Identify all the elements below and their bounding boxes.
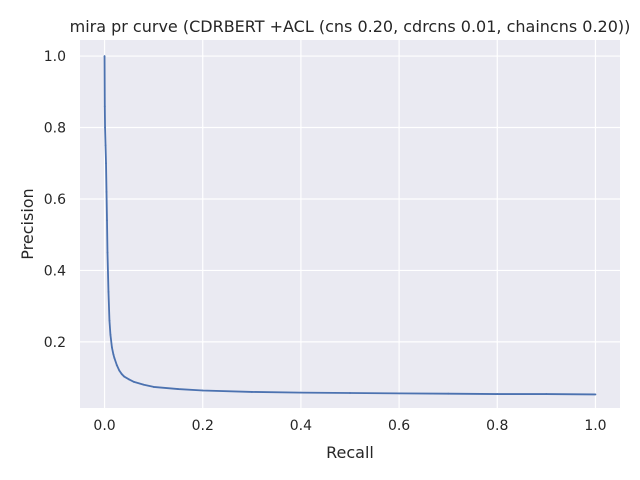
grid-lines: [80, 40, 620, 408]
pr-curve-point: [118, 369, 121, 372]
pr-curve-point: [113, 357, 116, 359]
pr-curve-point: [152, 386, 155, 388]
y-tick-label: 0.6: [44, 192, 66, 208]
pr-curve-point: [109, 333, 112, 336]
x-tick-label: 0.6: [388, 418, 410, 434]
pr-curve-point: [142, 383, 145, 386]
pr-curve-point: [104, 144, 107, 147]
pr-curve-point: [108, 319, 111, 322]
x-tick-label: 0.2: [192, 418, 214, 434]
pr-curve-point: [300, 391, 302, 394]
x-axis-label: Recall: [326, 443, 374, 462]
y-tick-label: 0.2: [44, 335, 66, 351]
pr-curve-point: [447, 392, 450, 395]
pr-curve-point: [105, 162, 107, 165]
y-axis-label: Precision: [18, 188, 37, 259]
plot-area: [80, 40, 620, 408]
pr-curve-point: [250, 391, 253, 393]
pr-curve-point: [398, 392, 400, 395]
pr-curve-point: [103, 105, 106, 107]
tick-labels: 0.0 0.2 0.4 0.6 0.8 1.0 0.2 0.4 0.6 0.8 1.0: [44, 49, 607, 434]
pr-curve-point: [594, 393, 597, 396]
pr-curve-point: [545, 393, 548, 395]
pr-curve-point: [133, 381, 135, 383]
series-layer: [103, 55, 597, 396]
y-tick-label: 0.4: [44, 263, 66, 279]
pr-curve-point: [107, 290, 110, 293]
x-tick-label: 0.0: [93, 418, 115, 434]
pr-curve-point: [104, 126, 106, 129]
x-tick-label: 0.8: [486, 418, 508, 434]
pr-curve-line: [103, 56, 596, 396]
pr-curve-point: [112, 353, 115, 356]
pr-curve-point: [105, 190, 108, 193]
pr-curve-point: [201, 389, 204, 392]
pr-curve-point: [106, 219, 108, 222]
pr-curve-point: [496, 393, 499, 395]
pr-curve-point: [106, 251, 109, 254]
pr-curve-point: [128, 378, 130, 381]
x-tick-label: 0.4: [290, 418, 312, 434]
pr-curve-point: [111, 346, 113, 349]
pr-curve-point: [349, 392, 351, 394]
y-tick-label: 1.0: [44, 49, 66, 65]
pr-curve-point: [115, 364, 118, 367]
chart-title: mira pr curve (CDRBERT +ACL (cns 0.20, c…: [70, 17, 631, 36]
y-tick-label: 0.8: [44, 121, 66, 137]
pr-curve-point: [177, 388, 180, 390]
pr-curve-point: [103, 55, 106, 57]
pr-curve-point: [120, 373, 123, 375]
pr-curve-point: [123, 375, 126, 378]
x-tick-label: 1.0: [584, 418, 606, 434]
